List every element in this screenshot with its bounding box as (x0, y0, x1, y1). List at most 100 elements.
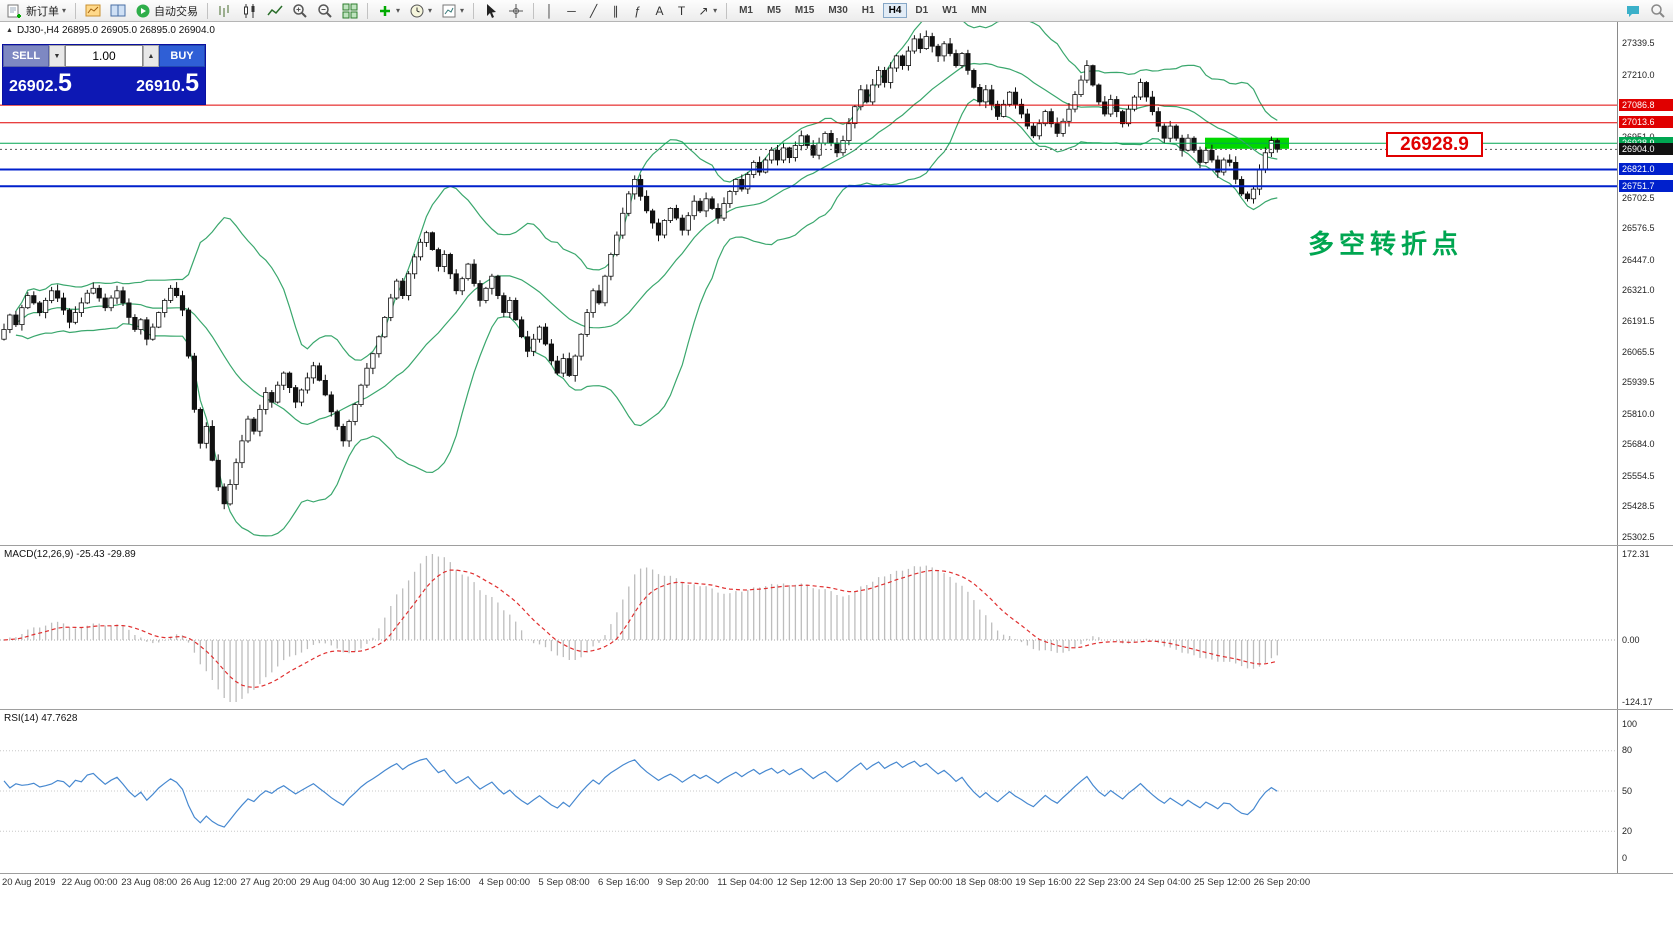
line-chart-button[interactable] (263, 1, 287, 21)
time-label: 11 Sep 04:00 (717, 877, 774, 888)
rsi-line (3, 757, 1278, 828)
time-axis[interactable]: 20 Aug 2019 22 Aug 00:00 23 Aug 08:00 26 Au… (0, 873, 1673, 891)
price-tick: 27339.5 (1622, 38, 1655, 49)
zoom-out-button[interactable] (313, 1, 337, 21)
time-label: 18 Sep 08:00 (955, 877, 1013, 888)
buy-button[interactable]: BUY (159, 45, 205, 67)
indicators-button[interactable]: ▾ (373, 1, 404, 21)
volume-input[interactable] (65, 45, 143, 67)
crosshair-icon (508, 3, 524, 19)
new-chart-button[interactable] (81, 1, 105, 21)
candlestick-chart[interactable] (0, 22, 1617, 545)
volume-decrease-button[interactable]: ▼ (49, 45, 65, 67)
buy-price[interactable]: 26910.5 (136, 70, 199, 100)
fibonacci-button[interactable]: ƒ (627, 1, 648, 21)
sell-button[interactable]: SELL (3, 45, 49, 67)
community-button[interactable] (1621, 1, 1645, 21)
autotrading-button[interactable]: 自动交易 (131, 1, 202, 21)
time-label: 13 Sep 20:00 (836, 877, 893, 888)
timeframe-button-mn[interactable]: MN (971, 5, 987, 16)
price-tick: 25428.5 (1622, 501, 1655, 512)
horizontal-line-button[interactable]: ─ (561, 1, 582, 21)
channel-button[interactable]: ∥ (605, 1, 626, 21)
time-label: 17 Sep 00:00 (896, 877, 953, 888)
rsi-label: RSI(14) 47.7628 (4, 713, 78, 724)
timeframe-button-h4[interactable]: H4 (882, 3, 908, 18)
separator (207, 2, 209, 19)
cursor-button[interactable] (479, 1, 503, 21)
price-tick: 26191.5 (1622, 316, 1655, 327)
price-scale[interactable]: 27339.527210.026951.026702.526576.526447… (1617, 22, 1673, 545)
new-order-button[interactable]: 新订单 ▾ (3, 1, 70, 21)
cursor-icon (483, 3, 499, 19)
sell-price-big-digit: 5 (57, 69, 72, 97)
time-label: 22 Aug 00:00 (61, 877, 118, 888)
sell-price[interactable]: 26902.5 (9, 70, 72, 100)
search-icon (1650, 3, 1666, 19)
rsi-panel: 100 80 50 20 0 RSI(14) 47.7628 (0, 709, 1673, 873)
zoom-out-icon (317, 3, 333, 19)
rsi-levels (0, 750, 1617, 832)
candlestick-chart-button[interactable] (238, 1, 262, 21)
timeframe-button-d1[interactable]: D1 (915, 5, 929, 16)
price-tick: 27210.0 (1622, 69, 1655, 80)
autotrading-icon (135, 3, 151, 19)
timeframe-button-m30[interactable]: M30 (828, 5, 848, 16)
profiles-button[interactable] (106, 1, 130, 21)
clock-icon (409, 3, 425, 19)
time-label: 23 Aug 08:00 (121, 877, 178, 888)
price-line-label: 27086.8 (1619, 98, 1673, 111)
rsi-chart[interactable] (0, 710, 1617, 872)
periods-button[interactable]: ▾ (405, 1, 436, 21)
timeframe-button-m1[interactable]: M1 (739, 5, 753, 16)
volume-increase-button[interactable]: ▲ (143, 45, 159, 67)
timeframe-bar: M1 M5 M15 M30 H1 H4 D1 W1 MN (732, 3, 994, 18)
search-button[interactable] (1646, 1, 1670, 21)
timeframe-button-m15[interactable]: M15 (794, 5, 815, 16)
zoom-in-icon (292, 3, 308, 19)
crosshair-button[interactable] (504, 1, 528, 21)
vertical-line-button[interactable]: │ (539, 1, 560, 21)
zoom-in-button[interactable] (288, 1, 312, 21)
chart-annotation[interactable]: 多空转折点 (1308, 229, 1464, 259)
profiles-icon (110, 3, 126, 19)
arrows-button[interactable]: ↗ ▾ (693, 1, 721, 21)
rsi-axis-label: 20 (1622, 825, 1633, 836)
macd-label: MACD(12,26,9) -25.43 -29.89 (4, 549, 136, 560)
bar-chart-button[interactable] (213, 1, 237, 21)
separator (726, 2, 728, 19)
time-label: 9 Sep 20:00 (657, 877, 709, 888)
price-callout[interactable]: 26928.9 (1386, 132, 1483, 157)
time-label: 5 Sep 08:00 (538, 877, 590, 888)
price-tick: 26576.5 (1622, 223, 1655, 234)
templates-button[interactable]: ▾ (437, 1, 468, 21)
macd-axis-label: -124.17 (1622, 696, 1653, 707)
time-label: 26 Aug 12:00 (180, 877, 237, 888)
vertical-line-icon: │ (545, 3, 554, 18)
channel-icon: ∥ (612, 3, 619, 18)
price-tick: 25302.5 (1622, 531, 1655, 542)
macd-scale: 172.31 0.00 -124.17 (1617, 546, 1673, 709)
autotrading-label: 自动交易 (154, 5, 199, 18)
tile-windows-button[interactable] (338, 1, 362, 21)
text-button[interactable]: A (649, 1, 670, 21)
buy-price-main: 26910. (136, 78, 186, 95)
text-label-icon: T (677, 3, 686, 18)
timeframe-button-h1[interactable]: H1 (861, 5, 875, 16)
new-chart-icon (85, 3, 101, 19)
text-label-button[interactable]: T (671, 1, 692, 21)
time-label: 20 Aug 2019 (2, 877, 56, 888)
buy-price-big-digit: 5 (185, 69, 199, 97)
new-order-icon (7, 3, 23, 19)
order-panel-controls: SELL ▼ ▲ BUY (3, 45, 205, 67)
price-tick: 26702.5 (1622, 192, 1655, 203)
price-tick: 25810.0 (1622, 408, 1655, 419)
rsi-axis-label: 0 (1622, 852, 1628, 863)
macd-chart[interactable] (0, 546, 1617, 708)
price-tick: 26447.0 (1622, 254, 1655, 265)
timeframe-button-w1[interactable]: W1 (942, 5, 958, 16)
timeframe-button-m5[interactable]: M5 (766, 5, 781, 16)
trendline-button[interactable]: ╱ (583, 1, 604, 21)
line-chart-icon (267, 3, 283, 19)
